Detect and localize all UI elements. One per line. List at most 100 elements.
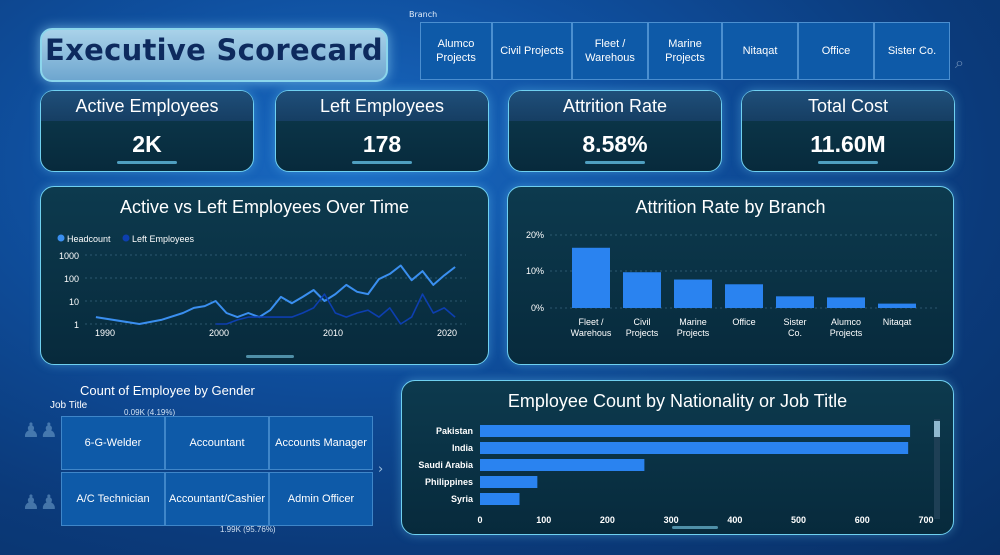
x-tick: 2020 [437, 328, 457, 338]
attrition-bar[interactable] [572, 247, 610, 308]
x-tick: 700 [918, 515, 933, 525]
slicer-item-civil[interactable]: Civil Projects [492, 22, 572, 80]
category-label: Alumco Projects [830, 317, 863, 338]
job-title-tile[interactable]: Accounts Manager [269, 416, 373, 470]
slicer-item-fleet[interactable]: Fleet / Warehous [572, 22, 648, 80]
kpi-card-total-cost: Total Cost 11.60M [741, 90, 955, 172]
x-tick: 2000 [209, 328, 229, 338]
page-title: Executive Scorecard [45, 33, 383, 67]
attrition-bar[interactable] [827, 297, 865, 308]
kpi-value: 8.58% [582, 131, 648, 157]
category-label: Pakistan [436, 426, 473, 436]
kpi-card-left-employees: Left Employees 178 [275, 90, 489, 172]
y-tick: 20% [526, 230, 544, 240]
y-tick: 1000 [59, 251, 79, 261]
x-tick: 1990 [95, 328, 115, 338]
attrition-bar[interactable] [776, 296, 814, 308]
job-title-tile[interactable]: A/C Technician [61, 472, 165, 526]
line-chart-card: Active vs Left Employees Over Time Headc… [40, 186, 489, 365]
kpi-underline [818, 161, 878, 164]
slicer-item-nitaqat[interactable]: Nitaqat [722, 22, 798, 80]
category-label: Nitaqat [883, 317, 912, 327]
nationality-bar-chart: Pakistan India Saudi Arabia Philippines Syri… [418, 419, 940, 529]
gender-label-bottom: 1.99K (95.76%) [220, 525, 276, 534]
x-tick: 400 [727, 515, 742, 525]
gender-label-top: 0.09K (4.19%) [124, 408, 176, 417]
legend-left-marker [122, 234, 130, 242]
kpi-value: 2K [132, 131, 162, 157]
y-tick: 10% [526, 266, 544, 276]
legend-left-employees: Left Employees [132, 234, 195, 244]
job-title-tile[interactable]: Admin Officer [269, 472, 373, 526]
title-banner: Executive Scorecard [40, 28, 388, 82]
x-tick: 300 [664, 515, 679, 525]
kpi-value: 178 [362, 131, 402, 157]
vertical-scrollbar[interactable] [934, 421, 940, 437]
slicer-item-sister-co[interactable]: Sister Co. [874, 22, 950, 80]
branch-slicer-label: Branch [409, 10, 438, 19]
category-label: Sister Co. [783, 317, 806, 338]
kpi-card-attrition-rate: Attrition Rate 8.58% [508, 90, 722, 172]
x-tick: 500 [791, 515, 806, 525]
nationality-bar[interactable] [480, 442, 909, 454]
headcount-series-line [95, 264, 456, 325]
attrition-chart-title: Attrition Rate by Branch [635, 197, 826, 217]
kpi-label: Attrition Rate [562, 96, 668, 116]
nationality-bar[interactable] [480, 459, 645, 471]
attrition-bar[interactable] [878, 303, 916, 308]
nationality-chart-title: Employee Count by Nationality or Job Tit… [507, 391, 848, 411]
slicer-item-alumco[interactable]: Alumco Projects [420, 22, 492, 80]
kpi-label: Left Employees [319, 96, 445, 116]
next-arrow-icon[interactable]: › [378, 462, 384, 477]
kpi-underline [585, 161, 645, 164]
nationality-chart-card: Employee Count by Nationality or Job Tit… [401, 380, 954, 535]
x-tick: 100 [536, 515, 551, 525]
horizontal-scrollbar[interactable] [246, 355, 294, 358]
category-label: India [452, 443, 474, 453]
slicer-item-marine[interactable]: Marine Projects [648, 22, 722, 80]
slicer-item-office[interactable]: Office [798, 22, 874, 80]
x-tick: 200 [600, 515, 615, 525]
horizontal-scrollbar[interactable] [672, 526, 718, 529]
attrition-chart-card: Attrition Rate by Branch 20% 10% 0% Flee… [507, 186, 954, 365]
kpi-card-active-employees: Active Employees 2K [40, 90, 254, 172]
attrition-bar[interactable] [725, 284, 763, 308]
category-label: Philippines [425, 477, 473, 487]
kpi-value: 11.60M [810, 131, 886, 157]
category-label: Civil Projects [626, 317, 659, 338]
category-label: Syria [451, 494, 474, 504]
y-tick: 0% [531, 303, 544, 313]
nationality-bar[interactable] [480, 493, 520, 505]
vertical-scrollbar-track [934, 419, 940, 519]
kpi-underline [352, 161, 412, 164]
y-tick: 1 [74, 320, 79, 330]
x-tick: 600 [855, 515, 870, 525]
attrition-bar[interactable] [674, 279, 712, 308]
y-tick: 10 [69, 297, 79, 307]
slicer-scroll-hint-icon: ⌕ [955, 55, 964, 72]
category-label: Fleet / Warehous [571, 317, 612, 338]
x-tick: 0 [477, 515, 482, 525]
job-title-tile[interactable]: 6-G-Welder [61, 416, 165, 470]
y-tick: 100 [64, 274, 79, 284]
x-tick: 2010 [323, 328, 343, 338]
attrition-bar[interactable] [623, 272, 661, 308]
org-icon: ♟♟ [22, 490, 58, 514]
category-label: Marine Projects [677, 317, 710, 338]
line-chart-title: Active vs Left Employees Over Time [119, 197, 410, 217]
kpi-label: Active Employees [75, 96, 219, 116]
nationality-bar[interactable] [480, 425, 911, 437]
job-title-tile[interactable]: Accountant [165, 416, 269, 470]
nationality-bar[interactable] [480, 476, 538, 488]
line-chart: Headcount Left Employees 1000 100 10 1 1… [57, 234, 466, 358]
kpi-label: Total Cost [807, 96, 889, 116]
left-employees-series-line [215, 293, 456, 325]
kpi-underline [117, 161, 177, 164]
legend-headcount-marker [57, 234, 65, 242]
attrition-bar-chart: 20% 10% 0% Fleet / Warehous Civil Projects M… [526, 230, 940, 338]
category-label: Office [732, 317, 755, 327]
job-title-tile[interactable]: Accountant/Cashier [165, 472, 269, 526]
job-title-label: Job Title [50, 400, 88, 411]
legend-headcount: Headcount [67, 234, 111, 244]
category-label: Saudi Arabia [418, 460, 474, 470]
